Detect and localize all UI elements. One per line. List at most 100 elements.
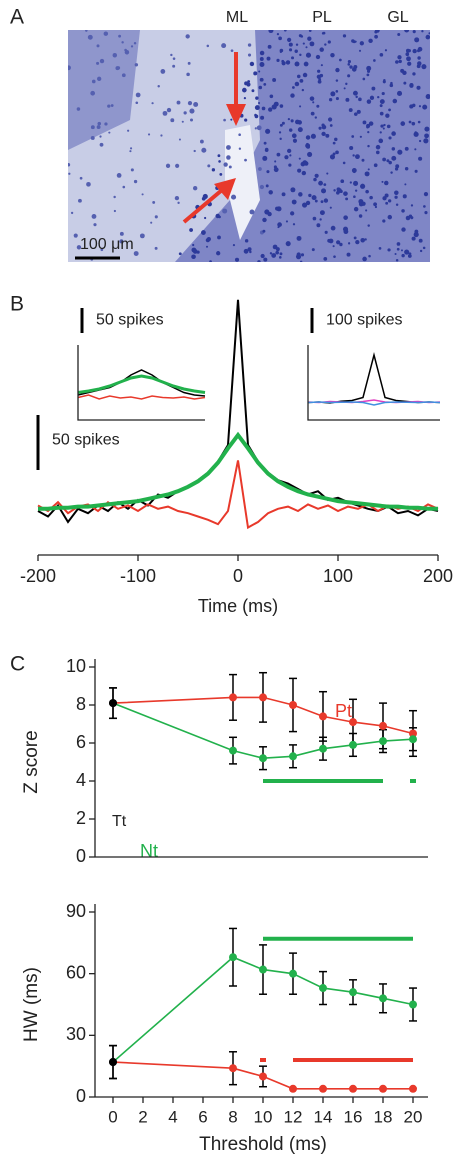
cell xyxy=(394,253,397,256)
cell xyxy=(135,92,141,98)
cell xyxy=(351,135,355,138)
x-tick-label: 12 xyxy=(284,1107,303,1126)
marker xyxy=(319,984,327,993)
y-tick-label: 10 xyxy=(66,656,86,676)
cell xyxy=(405,52,410,57)
cell xyxy=(183,111,187,115)
cell xyxy=(418,139,422,143)
x-axis-label: Threshold (ms) xyxy=(199,1134,327,1155)
cell xyxy=(288,128,293,132)
cell xyxy=(301,170,307,176)
arrows xyxy=(182,52,246,224)
cell xyxy=(349,65,353,69)
cell xyxy=(323,256,328,261)
cell xyxy=(181,120,184,123)
cell xyxy=(424,211,428,215)
cell xyxy=(403,81,407,85)
cell xyxy=(328,98,333,102)
cell xyxy=(312,216,317,221)
cell xyxy=(193,101,199,107)
cell xyxy=(271,253,277,258)
cell xyxy=(314,116,318,119)
cell xyxy=(305,52,312,58)
x-axis-label: Time (ms) xyxy=(198,596,278,616)
cell xyxy=(397,149,403,155)
cell xyxy=(266,170,270,174)
cell xyxy=(85,30,88,32)
cell xyxy=(330,225,336,231)
cell xyxy=(133,42,137,45)
trace xyxy=(77,374,206,394)
cell xyxy=(310,111,315,116)
cell xyxy=(276,152,281,157)
cell xyxy=(96,61,100,65)
cell xyxy=(204,216,207,220)
cell xyxy=(384,180,389,186)
trace xyxy=(37,299,439,524)
cell xyxy=(281,192,286,197)
cell xyxy=(347,242,351,245)
cell xyxy=(396,242,401,246)
cell xyxy=(362,120,367,125)
cell xyxy=(259,62,265,67)
cell xyxy=(90,90,96,96)
cell xyxy=(389,83,394,88)
cell xyxy=(382,80,386,84)
x-tick-label: 6 xyxy=(198,1107,207,1126)
cell xyxy=(223,118,226,122)
trace xyxy=(38,431,438,511)
cell xyxy=(306,144,311,149)
cell xyxy=(310,133,316,139)
cell xyxy=(292,86,295,89)
y-tick-label: 6 xyxy=(76,732,86,752)
marker xyxy=(349,1084,357,1093)
cell xyxy=(361,158,365,162)
cell xyxy=(411,121,416,126)
cell xyxy=(305,135,311,140)
cell xyxy=(359,41,364,46)
cell xyxy=(189,228,194,232)
cell xyxy=(320,64,323,67)
cell xyxy=(397,32,401,36)
cell xyxy=(311,195,317,201)
cell xyxy=(332,141,336,145)
cell xyxy=(284,155,289,160)
cell xyxy=(308,193,312,198)
cell xyxy=(254,127,257,130)
cell xyxy=(307,151,313,157)
cell xyxy=(301,88,305,92)
cell xyxy=(279,123,283,127)
cell xyxy=(254,105,260,111)
cell xyxy=(352,90,358,96)
cell xyxy=(367,224,370,227)
cell xyxy=(119,239,124,244)
cell xyxy=(130,45,134,48)
marker xyxy=(289,1084,297,1093)
cell xyxy=(369,95,375,100)
cell xyxy=(333,189,336,192)
panel-label: C xyxy=(10,653,25,676)
cell xyxy=(308,30,312,32)
cell xyxy=(175,163,180,168)
cell xyxy=(290,187,296,193)
cell xyxy=(379,111,384,116)
scale-bar-label: 50 spikes xyxy=(96,312,164,329)
cell xyxy=(325,133,330,138)
cell xyxy=(302,42,305,45)
cell xyxy=(346,252,351,257)
panel-label: B xyxy=(10,293,24,316)
cell xyxy=(87,34,93,40)
cell xyxy=(386,159,390,163)
cell xyxy=(185,34,190,39)
x-tick-label: 0 xyxy=(233,566,243,586)
cell xyxy=(253,71,258,76)
marker xyxy=(289,701,297,709)
cell xyxy=(292,138,298,143)
cell xyxy=(268,190,273,195)
cell xyxy=(262,229,266,233)
marker xyxy=(319,1084,327,1093)
cell xyxy=(223,162,228,167)
cell xyxy=(170,53,173,57)
cell xyxy=(99,58,105,64)
cell xyxy=(318,78,322,81)
